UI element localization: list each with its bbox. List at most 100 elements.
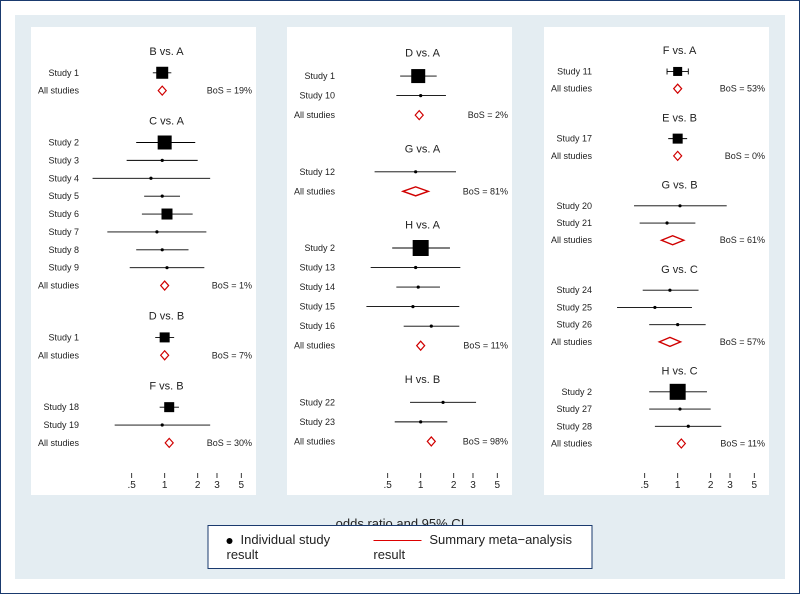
- row-label: Study 8: [48, 245, 79, 255]
- row-label: Study 15: [300, 302, 336, 312]
- summary-diamond: [662, 236, 684, 245]
- bos-label: BoS = 11%: [464, 341, 509, 351]
- row-label: Study 10: [300, 91, 336, 101]
- bos-label: BoS = 11%: [721, 438, 766, 448]
- x-tick-label: 1: [675, 480, 681, 491]
- group-title: E vs. B: [662, 112, 697, 124]
- row-label: All studies: [294, 341, 336, 351]
- row-label: Study 14: [300, 282, 336, 292]
- x-tick-label: 3: [214, 480, 220, 491]
- summary-diamond: [403, 187, 428, 196]
- summary-diamond: [158, 86, 166, 95]
- legend-box: Individual study resultSummary meta−anal…: [208, 525, 593, 569]
- study-square: [673, 67, 682, 76]
- study-dot: [442, 401, 445, 404]
- row-label: Study 28: [557, 421, 593, 431]
- x-tick-label: 1: [162, 480, 168, 491]
- study-dot: [149, 177, 152, 180]
- row-label: All studies: [551, 84, 593, 94]
- row-label: Study 25: [557, 302, 593, 312]
- forest-svg: D vs. AStudy 1Study 10All studiesBoS = 2…: [287, 27, 512, 495]
- row-label: Study 2: [48, 138, 79, 148]
- summary-diamond: [674, 84, 682, 93]
- row-label: Study 11: [557, 66, 592, 76]
- row-label: All studies: [38, 281, 80, 291]
- row-label: Study 2: [562, 387, 593, 397]
- study-dot: [666, 221, 669, 224]
- study-square: [670, 384, 686, 400]
- study-dot: [412, 305, 415, 308]
- group-title: C vs. A: [149, 116, 185, 128]
- study-square: [159, 332, 169, 342]
- study-square: [673, 134, 683, 144]
- summary-diamond: [160, 281, 168, 290]
- group-title: H vs. C: [662, 366, 698, 378]
- bos-label: BoS = 81%: [463, 186, 508, 196]
- legend-dot-icon: [227, 538, 233, 544]
- row-label: Study 3: [48, 155, 79, 165]
- x-tick-label: 5: [752, 480, 758, 491]
- bos-label: BoS = 30%: [207, 438, 252, 448]
- study-square: [156, 67, 168, 79]
- row-label: Study 2: [305, 243, 336, 253]
- row-label: Study 5: [48, 191, 79, 201]
- study-dot: [415, 266, 418, 269]
- forest-svg: F vs. AStudy 11All studiesBoS = 53%E vs.…: [544, 27, 769, 495]
- study-dot: [668, 289, 671, 292]
- group-title: H vs. B: [405, 374, 440, 386]
- summary-diamond: [428, 437, 436, 446]
- row-label: All studies: [38, 438, 80, 448]
- row-label: Study 22: [300, 397, 336, 407]
- row-label: Study 19: [43, 420, 79, 430]
- row-label: Study 7: [48, 227, 79, 237]
- row-label: All studies: [294, 436, 336, 446]
- row-label: Study 1: [305, 71, 336, 81]
- bos-label: BoS = 61%: [720, 235, 765, 245]
- row-label: Study 23: [300, 417, 336, 427]
- x-tick-label: 2: [708, 480, 714, 491]
- x-tick-label: 3: [471, 480, 477, 491]
- group-title: G vs. A: [405, 143, 441, 155]
- summary-diamond: [417, 341, 425, 350]
- row-label: All studies: [551, 438, 593, 448]
- group-title: H vs. A: [406, 219, 442, 231]
- study-dot: [417, 285, 420, 288]
- row-label: Study 17: [557, 134, 593, 144]
- study-square: [412, 69, 426, 83]
- bos-label: BoS = 0%: [725, 151, 765, 161]
- row-label: Study 13: [300, 263, 336, 273]
- bos-label: BoS = 57%: [720, 337, 765, 347]
- row-label: Study 27: [557, 404, 593, 414]
- bos-label: BoS = 98%: [463, 436, 508, 446]
- study-dot: [687, 425, 690, 428]
- row-label: Study 20: [557, 201, 593, 211]
- row-label: Study 18: [43, 402, 79, 412]
- group-title: G vs. B: [662, 180, 698, 192]
- study-square: [157, 136, 171, 150]
- study-square: [161, 209, 172, 220]
- panels-row: B vs. AStudy 1All studiesBoS = 19%C vs. …: [15, 27, 785, 495]
- row-label: Study 16: [300, 321, 336, 331]
- row-label: Study 24: [557, 285, 593, 295]
- summary-diamond: [160, 351, 168, 360]
- row-label: All studies: [551, 151, 593, 161]
- x-tick-label: .5: [641, 480, 650, 491]
- bos-label: BoS = 2%: [468, 110, 508, 120]
- study-dot: [160, 159, 163, 162]
- forest-svg: B vs. AStudy 1All studiesBoS = 19%C vs. …: [31, 27, 256, 495]
- x-tick-label: .5: [127, 480, 136, 491]
- row-label: All studies: [294, 110, 336, 120]
- row-label: Study 21: [557, 218, 593, 228]
- study-dot: [430, 325, 433, 328]
- row-label: All studies: [38, 86, 80, 96]
- x-tick-label: 2: [195, 480, 201, 491]
- study-dot: [160, 195, 163, 198]
- study-dot: [155, 230, 158, 233]
- bos-label: BoS = 19%: [207, 86, 252, 96]
- study-dot: [653, 306, 656, 309]
- summary-diamond: [659, 337, 680, 346]
- row-label: All studies: [551, 235, 593, 245]
- x-tick-label: 5: [238, 480, 244, 491]
- summary-diamond: [165, 438, 173, 447]
- row-label: Study 1: [48, 68, 79, 78]
